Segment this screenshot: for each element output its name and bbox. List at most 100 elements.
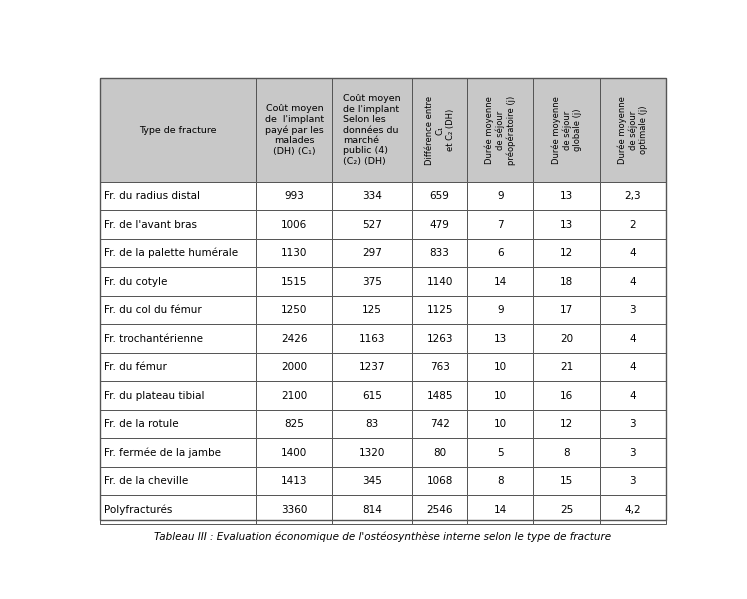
Bar bbox=[467, 296, 533, 325]
Text: Polyfracturés: Polyfracturés bbox=[105, 504, 173, 515]
Bar bbox=[412, 182, 467, 210]
Bar bbox=[256, 382, 332, 410]
Text: 18: 18 bbox=[560, 277, 573, 287]
Bar bbox=[332, 353, 412, 382]
Bar bbox=[533, 78, 600, 182]
Text: 4,2: 4,2 bbox=[624, 504, 641, 515]
Bar bbox=[467, 210, 533, 239]
Text: 1006: 1006 bbox=[281, 220, 308, 230]
Text: 12: 12 bbox=[560, 248, 573, 258]
Text: 763: 763 bbox=[430, 362, 450, 372]
Bar bbox=[600, 296, 666, 325]
Text: Durée moyenne
de séjour
globale (j): Durée moyenne de séjour globale (j) bbox=[551, 96, 582, 164]
Text: Durée moyenne
de séjour
optimale (j): Durée moyenne de séjour optimale (j) bbox=[618, 96, 648, 164]
Text: 3: 3 bbox=[630, 419, 636, 429]
Bar bbox=[99, 438, 256, 467]
Text: Fr. de la rotule: Fr. de la rotule bbox=[105, 419, 179, 429]
Bar bbox=[600, 268, 666, 296]
Bar bbox=[600, 78, 666, 182]
Bar bbox=[467, 182, 533, 210]
Text: 742: 742 bbox=[430, 419, 450, 429]
Bar bbox=[412, 467, 467, 495]
Bar bbox=[412, 268, 467, 296]
Bar bbox=[533, 325, 600, 353]
Bar bbox=[99, 78, 256, 182]
Text: Fr. du fémur: Fr. du fémur bbox=[105, 362, 167, 372]
Text: 2000: 2000 bbox=[282, 362, 308, 372]
Bar bbox=[412, 325, 467, 353]
Bar bbox=[99, 410, 256, 438]
Text: 2,3: 2,3 bbox=[624, 191, 641, 201]
Bar bbox=[412, 438, 467, 467]
Text: 4: 4 bbox=[630, 334, 636, 344]
Text: 1515: 1515 bbox=[281, 277, 308, 287]
Text: 15: 15 bbox=[560, 476, 573, 486]
Text: Différence entre
C₁
et C₂ (DH): Différence entre C₁ et C₂ (DH) bbox=[425, 95, 455, 165]
Bar bbox=[256, 467, 332, 495]
Text: 10: 10 bbox=[494, 391, 507, 401]
Text: 125: 125 bbox=[362, 305, 382, 315]
Text: 2100: 2100 bbox=[281, 391, 308, 401]
Text: 3: 3 bbox=[630, 447, 636, 458]
Text: 10: 10 bbox=[494, 419, 507, 429]
Bar bbox=[412, 78, 467, 182]
Bar bbox=[600, 495, 666, 524]
Bar bbox=[467, 410, 533, 438]
Text: 16: 16 bbox=[560, 391, 573, 401]
Text: 375: 375 bbox=[362, 277, 382, 287]
Text: 14: 14 bbox=[494, 277, 507, 287]
Bar bbox=[412, 296, 467, 325]
Text: 2426: 2426 bbox=[281, 334, 308, 344]
Bar bbox=[332, 495, 412, 524]
Bar bbox=[600, 210, 666, 239]
Bar bbox=[467, 438, 533, 467]
Bar bbox=[467, 353, 533, 382]
Text: 1320: 1320 bbox=[359, 447, 385, 458]
Bar bbox=[332, 325, 412, 353]
Bar bbox=[256, 495, 332, 524]
Bar bbox=[332, 78, 412, 182]
Bar bbox=[99, 182, 256, 210]
Bar bbox=[99, 296, 256, 325]
Text: 10: 10 bbox=[494, 362, 507, 372]
Text: 6: 6 bbox=[497, 248, 503, 258]
Text: 13: 13 bbox=[560, 220, 573, 230]
Bar bbox=[467, 495, 533, 524]
Text: Fr. de l'avant bras: Fr. de l'avant bras bbox=[105, 220, 197, 230]
Text: 1485: 1485 bbox=[427, 391, 453, 401]
Text: 17: 17 bbox=[560, 305, 573, 315]
Bar bbox=[256, 268, 332, 296]
Text: 13: 13 bbox=[560, 191, 573, 201]
Text: Fr. fermée de la jambe: Fr. fermée de la jambe bbox=[105, 447, 221, 458]
Bar bbox=[332, 438, 412, 467]
Bar bbox=[332, 410, 412, 438]
Text: 14: 14 bbox=[494, 504, 507, 515]
Bar bbox=[412, 353, 467, 382]
Text: 4: 4 bbox=[630, 248, 636, 258]
Bar bbox=[412, 495, 467, 524]
Text: 7: 7 bbox=[497, 220, 503, 230]
Bar bbox=[99, 325, 256, 353]
Bar bbox=[533, 382, 600, 410]
Bar bbox=[256, 210, 332, 239]
Text: 479: 479 bbox=[430, 220, 450, 230]
Bar bbox=[600, 182, 666, 210]
Bar bbox=[332, 467, 412, 495]
Text: 8: 8 bbox=[563, 447, 570, 458]
Text: 12: 12 bbox=[560, 419, 573, 429]
Text: 825: 825 bbox=[285, 419, 304, 429]
Bar bbox=[256, 353, 332, 382]
Bar bbox=[467, 239, 533, 268]
Bar bbox=[332, 382, 412, 410]
Bar bbox=[99, 210, 256, 239]
Text: 1125: 1125 bbox=[427, 305, 453, 315]
Bar bbox=[332, 296, 412, 325]
Bar bbox=[467, 268, 533, 296]
Text: 1068: 1068 bbox=[427, 476, 453, 486]
Bar bbox=[256, 239, 332, 268]
Text: 3: 3 bbox=[630, 305, 636, 315]
Bar bbox=[99, 382, 256, 410]
Bar bbox=[256, 438, 332, 467]
Bar bbox=[99, 239, 256, 268]
Text: 1400: 1400 bbox=[281, 447, 308, 458]
